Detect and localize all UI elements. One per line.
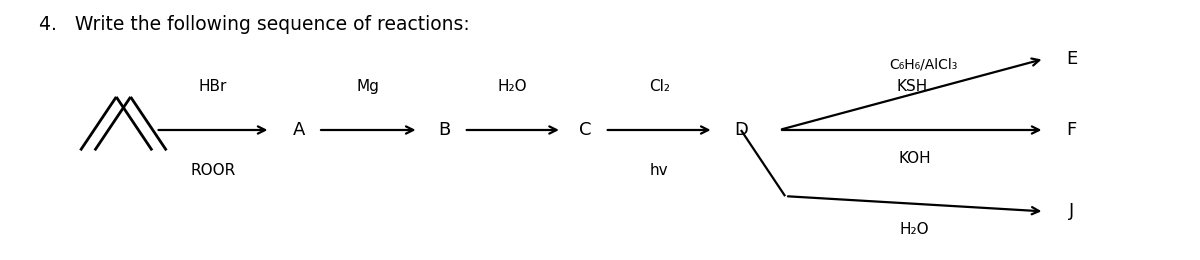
- Text: H₂O: H₂O: [900, 222, 930, 237]
- Text: C: C: [580, 121, 592, 139]
- Text: Cl₂: Cl₂: [649, 79, 670, 94]
- Text: HBr: HBr: [199, 79, 227, 94]
- Text: C₆H₆/AlCl₃: C₆H₆/AlCl₃: [889, 57, 958, 72]
- Text: J: J: [1069, 203, 1074, 220]
- Text: E: E: [1066, 50, 1078, 68]
- Text: H₂O: H₂O: [498, 79, 528, 94]
- Text: KOH: KOH: [899, 151, 931, 166]
- Text: F: F: [1067, 121, 1076, 139]
- Text: ROOR: ROOR: [191, 163, 235, 178]
- Text: KSH: KSH: [896, 79, 928, 94]
- Text: B: B: [438, 121, 451, 139]
- Text: 4.   Write the following sequence of reactions:: 4. Write the following sequence of react…: [38, 16, 469, 35]
- Text: hv: hv: [650, 163, 668, 178]
- Text: Mg: Mg: [356, 79, 379, 94]
- Text: A: A: [293, 121, 305, 139]
- Text: D: D: [734, 121, 748, 139]
